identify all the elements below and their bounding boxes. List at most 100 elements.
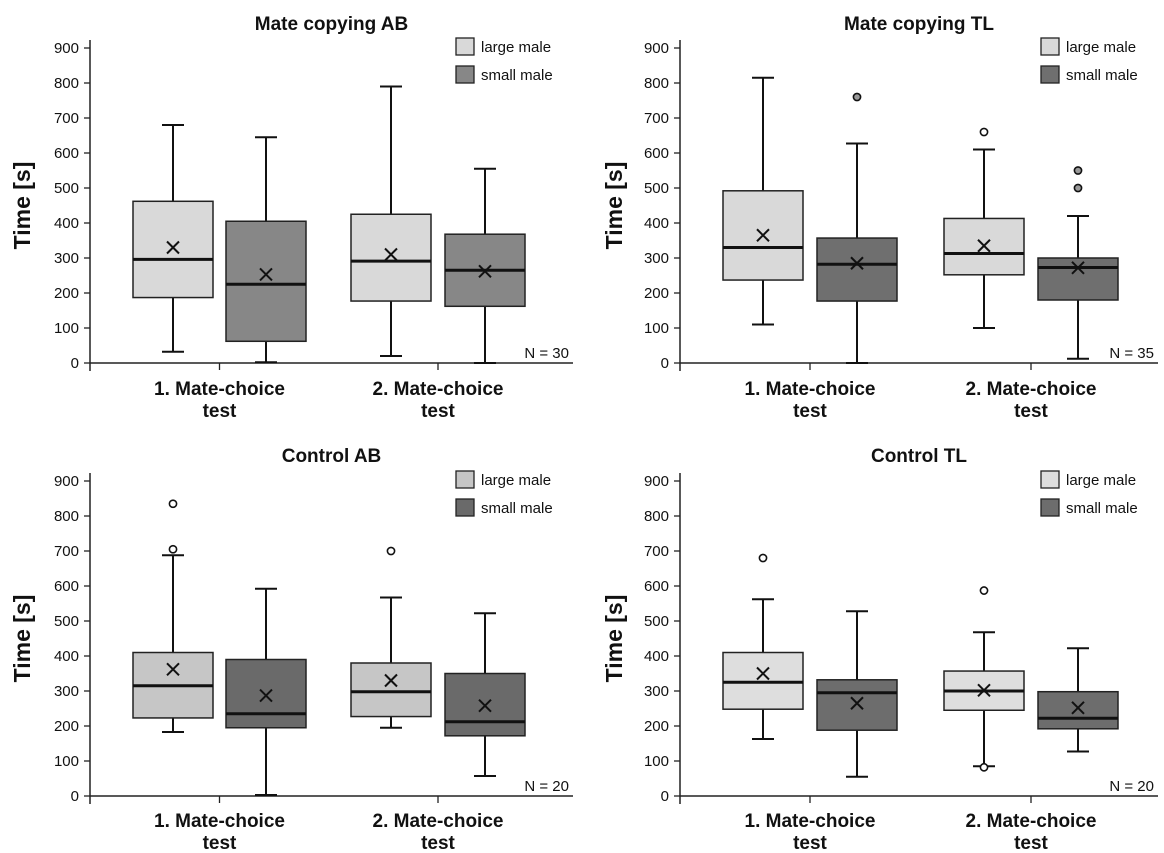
y-tick-label: 500 [644,613,669,630]
outlier-point [979,586,989,595]
x-tick-label: test [203,401,237,422]
sample-size-label: N = 20 [1109,778,1154,795]
x-tick-label: test [203,833,237,853]
chart-title: Control AB [282,446,382,467]
y-tick-label: 400 [644,215,669,232]
box-small-male-1 [816,92,898,364]
chart-title: Control TL [871,446,967,467]
box-small-male-2 [1037,647,1119,753]
mean-marker [259,267,273,282]
y-tick-label: 600 [54,578,79,595]
x-tick-label: 1. Mate-choice [154,379,285,400]
outlier-point [168,544,178,554]
y-tick-label: 500 [54,613,79,630]
y-tick-label: 500 [54,180,79,197]
box-iqr [225,658,307,729]
box-small-male-2 [444,612,526,778]
y-tick-label: 900 [644,40,669,57]
box-large-male-2 [350,546,432,729]
box-iqr [350,213,432,302]
y-tick-label: 400 [54,648,79,665]
mean-marker [1071,701,1085,715]
box-large-male-1 [132,124,214,353]
y-tick-label: 0 [661,355,669,372]
y-tick-label: 400 [54,215,79,232]
legend-swatch [455,498,475,517]
legend-swatch [1040,37,1060,56]
mean-marker [756,666,770,681]
legend-label: small male [481,500,553,517]
x-tick-label: test [1014,833,1048,853]
box-large-male-1 [132,499,214,733]
legend-swatch [455,470,475,489]
y-tick-label: 900 [644,473,669,490]
box-large-male-1 [722,76,804,326]
mean-marker [166,240,180,255]
y-tick-label: 600 [644,578,669,595]
y-tick-label: 800 [644,75,669,92]
x-tick-label: 1. Mate-choice [745,811,876,832]
y-axis-label: Time [s] [601,595,627,683]
legend-label: small male [1066,67,1138,84]
box-iqr [722,190,804,281]
y-tick-label: 100 [644,753,669,770]
box-iqr [1037,257,1119,301]
outlier-point [1073,166,1083,175]
box-small-male-2 [444,167,526,364]
box-small-male-1 [225,136,307,364]
box-small-male-2 [1037,166,1119,360]
mean-marker [166,662,180,677]
outlier-point [852,92,862,102]
y-tick-label: 700 [54,110,79,127]
y-tick-label: 700 [54,543,79,560]
box-small-male-1 [225,587,307,796]
x-tick-label: test [793,833,827,853]
y-tick-label: 500 [644,180,669,197]
sample-size-label: N = 30 [524,345,569,362]
y-tick-label: 800 [54,508,79,525]
legend-swatch [455,37,475,56]
legend-label: small male [481,67,553,84]
legend-swatch [1040,498,1060,517]
y-tick-label: 700 [644,543,669,560]
outlier-point [979,762,989,772]
mean-marker [384,673,398,688]
x-tick-label: 2. Mate-choice [966,379,1097,400]
y-tick-label: 300 [644,683,669,700]
legend-swatch [1040,470,1060,489]
chart-panel-4: Control TL Time [s] 0 100 200 300 400 500 600 700… [601,446,1158,853]
box-large-male-2 [943,586,1025,772]
outlier-point [168,499,178,509]
x-tick-label: 1. Mate-choice [745,379,876,400]
mean-marker [478,264,492,279]
mean-marker [756,228,770,242]
legend-swatch [455,65,475,84]
box-iqr [1037,690,1119,730]
legend-swatch [1040,65,1060,84]
chart-panel-3: Control AB Time [s] 0 100 200 300 400 500 600 700… [9,446,573,853]
chart-title: Mate copying TL [844,14,994,35]
y-tick-label: 600 [644,145,669,162]
y-axis-label: Time [s] [9,595,35,683]
y-tick-label: 300 [54,250,79,267]
y-tick-label: 0 [71,788,79,805]
x-tick-label: test [1014,401,1048,422]
y-tick-label: 200 [54,718,79,735]
box-iqr [350,662,432,718]
mean-marker [850,256,864,270]
y-tick-label: 400 [644,648,669,665]
x-tick-label: 2. Mate-choice [373,379,504,400]
sample-size-label: N = 20 [524,778,569,795]
mean-marker [259,688,273,703]
mean-marker [478,698,492,713]
y-tick-label: 700 [644,110,669,127]
legend-label: small male [1066,500,1138,517]
legend-label: large male [1066,39,1136,56]
sample-size-label: N = 35 [1109,345,1154,362]
x-tick-label: 2. Mate-choice [373,811,504,832]
y-axis-label: Time [s] [601,162,627,250]
chart-panel-1: Mate copying AB Time [s] 0 100 200 300 400 500 6… [9,14,573,422]
y-tick-label: 800 [54,75,79,92]
box-iqr [225,220,307,343]
x-tick-label: 2. Mate-choice [966,811,1097,832]
